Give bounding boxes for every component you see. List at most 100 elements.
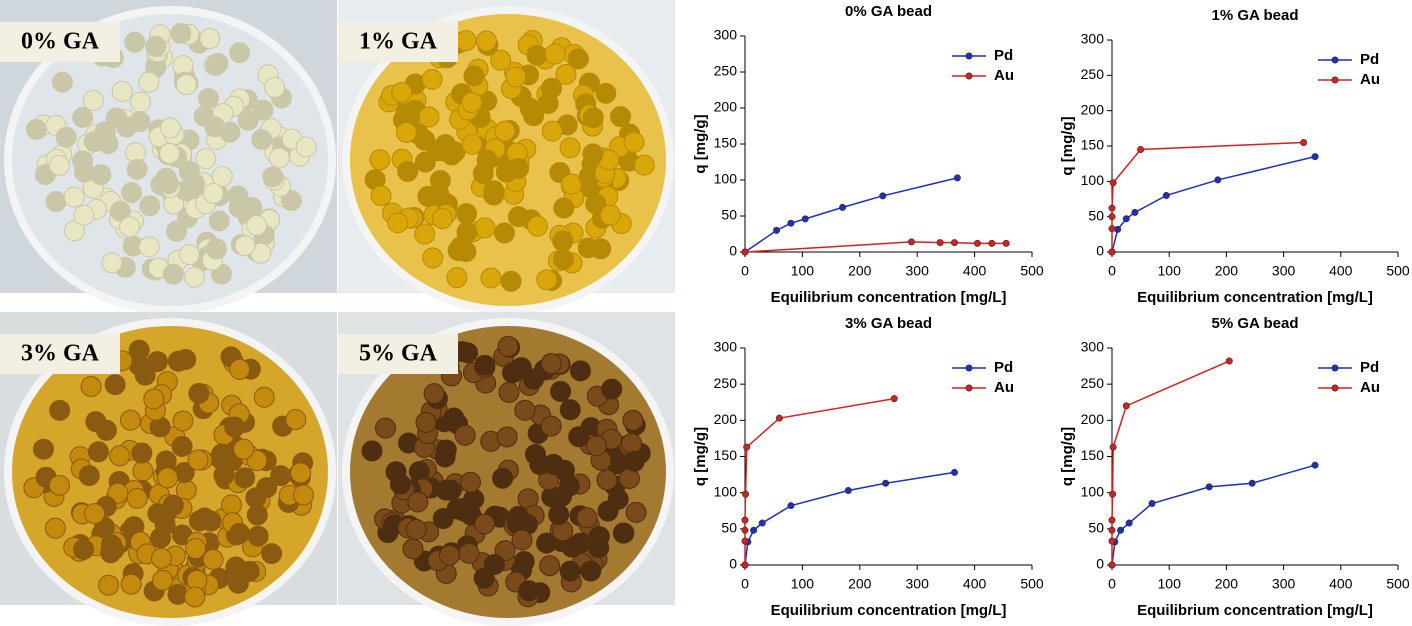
bead [539, 555, 561, 577]
data-point [741, 248, 749, 256]
data-point [1122, 402, 1130, 410]
bead [423, 383, 445, 405]
data-line [744, 471, 955, 566]
bead [64, 220, 86, 242]
bead [157, 467, 179, 489]
bead [171, 435, 193, 457]
bead [588, 525, 610, 547]
data-point [882, 479, 890, 487]
data-point [1109, 443, 1117, 451]
bead [507, 206, 529, 228]
photo-label-box [338, 334, 458, 374]
bead [184, 266, 206, 288]
y-axis-label: q [mg/g] [692, 114, 709, 173]
x-tick-label: 0 [1108, 576, 1116, 592]
x-tick-label: 500 [1020, 576, 1044, 592]
x-tick-label: 200 [1215, 576, 1239, 592]
bead [510, 357, 532, 379]
x-axis-label: Equilibrium concentration [mg/L] [1137, 602, 1373, 619]
x-tick-label: 100 [791, 263, 815, 279]
x-tick-label: 0 [741, 576, 749, 592]
y-tick-label: 200 [1081, 101, 1105, 117]
bead [126, 487, 148, 509]
bead [170, 22, 192, 44]
bead [204, 116, 226, 138]
data-point [839, 203, 847, 211]
data-point [1311, 461, 1319, 469]
bead [526, 44, 548, 66]
bead [391, 81, 413, 103]
bead [152, 569, 174, 591]
bead [185, 538, 207, 560]
bead [576, 507, 598, 529]
data-line [1111, 360, 1230, 565]
bead [134, 364, 156, 386]
bead [101, 252, 123, 274]
x-tick-label: 200 [848, 576, 872, 592]
bead [107, 482, 129, 504]
bead [261, 543, 283, 565]
y-tick-label: 150 [714, 447, 738, 463]
bead [131, 442, 153, 464]
bead [166, 220, 188, 242]
data-line [1111, 155, 1316, 253]
bead [613, 522, 635, 544]
bead [100, 542, 122, 564]
bead [518, 580, 540, 602]
data-point [890, 395, 898, 403]
bead [527, 215, 549, 237]
data-point [879, 192, 887, 200]
chart-title: 0% GA bead [845, 3, 932, 20]
bead [105, 107, 127, 129]
bead [559, 560, 581, 582]
y-tick-label: 300 [1081, 339, 1105, 355]
y-tick-label: 50 [721, 520, 737, 536]
bead [129, 111, 151, 133]
bead [262, 166, 284, 188]
bead [224, 416, 246, 438]
data-point [1117, 526, 1125, 534]
bead [454, 424, 476, 446]
bead [553, 197, 575, 219]
bead [143, 388, 165, 410]
bead [474, 354, 496, 376]
bead [251, 128, 273, 150]
x-tick-label: 100 [1158, 263, 1182, 279]
y-axis-label: q [mg/g] [1059, 116, 1076, 175]
bead [162, 494, 184, 516]
bead [78, 465, 100, 487]
x-tick-label: 400 [963, 576, 987, 592]
x-tick-label: 400 [963, 263, 987, 279]
bead [621, 433, 643, 455]
data-point [758, 519, 766, 527]
y-tick-label: 300 [714, 339, 738, 355]
data-line [1111, 464, 1316, 566]
bead [72, 106, 94, 128]
bead [389, 473, 411, 495]
photo-label-box [338, 22, 458, 62]
bead [268, 147, 290, 169]
bead [474, 513, 496, 535]
data-point [988, 239, 996, 247]
x-tick-label: 300 [906, 263, 930, 279]
bead [421, 68, 443, 90]
bead [541, 120, 563, 142]
bead [497, 335, 519, 357]
y-axis-label: q [mg/g] [692, 427, 709, 486]
chart-title: 5% GA bead [1212, 315, 1299, 332]
data-point [1311, 153, 1319, 161]
legend-label: Au [994, 379, 1014, 396]
bead [49, 399, 71, 421]
legend-label: Au [1360, 379, 1380, 396]
legend-label: Pd [994, 359, 1013, 376]
bead [544, 43, 566, 65]
bead [198, 87, 220, 109]
bead [202, 182, 224, 204]
y-tick-label: 100 [714, 483, 738, 499]
bead [162, 263, 184, 285]
bead [233, 438, 255, 460]
bead [369, 149, 391, 171]
bead [221, 494, 243, 516]
bead [622, 409, 644, 431]
x-axis-label: Equilibrium concentration [mg/L] [1137, 289, 1373, 306]
